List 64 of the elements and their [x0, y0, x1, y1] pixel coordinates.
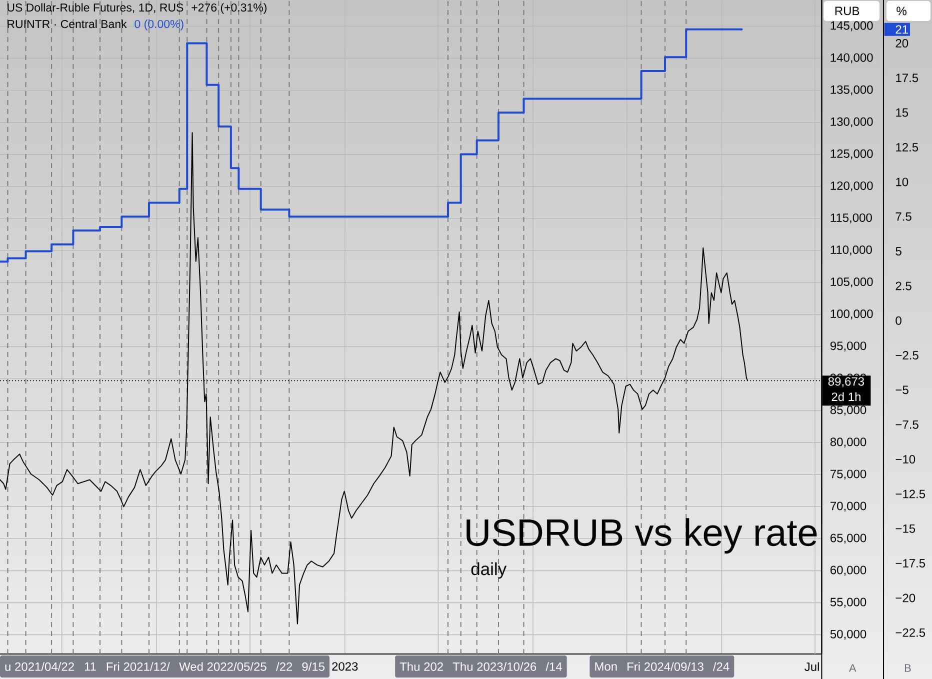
y-tick-label: 55,000 — [830, 598, 866, 608]
ref-line-label: Thu 2023/10/26 — [452, 662, 536, 671]
text: B — [905, 664, 911, 672]
y2-axis-title: % — [896, 6, 906, 16]
annotation: +276 (+0.31%) — [192, 3, 266, 14]
y2-tick-label: 10 — [896, 178, 908, 186]
ref-line-label: Fri 2024/09/13 — [628, 662, 704, 671]
y-tick-label: 95,000 — [830, 342, 866, 352]
ref-line-label: Thu 202 — [400, 662, 443, 671]
y2-tick-label: −22.5 — [896, 628, 926, 637]
y-tick-label: 50,000 — [830, 630, 866, 640]
y2-tick-label: 12.5 — [896, 143, 918, 152]
y2-tick-label: −10 — [896, 455, 916, 464]
y-tick-label: 70,000 — [830, 502, 866, 512]
x-tick-label: 2023 — [332, 662, 358, 671]
annotation: RUINTR · Central Bank — [8, 20, 127, 28]
y-tick-label: 140,000 — [830, 53, 873, 64]
y-tick-label: 120,000 — [830, 181, 873, 192]
y-tick-label: 105,000 — [830, 278, 873, 288]
y-tick-label: 60,000 — [830, 566, 866, 576]
ref-line-label: Fri 2021/12/ — [106, 662, 170, 671]
y-tick-label: 115,000 — [830, 213, 872, 224]
ref-line-label: /22 — [276, 662, 292, 671]
y2-tick-label: 20 — [896, 39, 908, 48]
y-tick-label: 80,000 — [830, 438, 866, 448]
y-tick-label: 130,000 — [830, 117, 873, 128]
y-tick-label: 110,000 — [830, 245, 872, 256]
y-axis-title: RUB — [835, 6, 860, 16]
y-tick-label: 75,000 — [830, 470, 866, 480]
ref-line-label: /14 — [546, 662, 562, 671]
y2-tick-label: 21 — [896, 25, 908, 34]
y-tick-label: 85,000 — [830, 406, 866, 416]
text: A — [848, 664, 856, 672]
y2-tick-label: −20 — [896, 594, 916, 602]
y2-tick-label: −15 — [896, 524, 916, 533]
ref-line-label: Mon — [595, 662, 617, 671]
y2-tick-label: 7.5 — [896, 212, 912, 221]
ref-line-label: Wed 2022/05/25 — [179, 662, 266, 671]
y-tick-label: 100,000 — [830, 310, 873, 320]
ref-line-label: /24 — [712, 662, 730, 671]
text: 2d 1h — [832, 392, 860, 402]
ref-line-label: 11 — [84, 662, 96, 671]
y2-tick-label: −7.5 — [896, 420, 918, 429]
ref-line-label: 89,673 — [828, 377, 864, 388]
x-tick-label: Jul — [804, 662, 819, 672]
y2-tick-label: 2.5 — [896, 282, 912, 290]
y2-tick-label: −12.5 — [896, 490, 926, 498]
text: daily — [471, 562, 507, 579]
annotation: US Dollar-Ruble Futures, 1D, RUS — [8, 3, 184, 13]
y2-tick-label: 17.5 — [896, 74, 918, 82]
y2-tick-label: 15 — [896, 108, 908, 117]
y-tick-label: 125,000 — [830, 149, 873, 160]
ref-line-label: u 2021/04/22 — [5, 662, 74, 671]
y-tick-label: 135,000 — [830, 85, 873, 96]
y2-tick-label: 5 — [896, 247, 902, 256]
y2-tick-label: 0 — [896, 316, 902, 325]
text: USDRUB vs key rate — [466, 518, 817, 554]
y2-tick-label: −5 — [896, 386, 908, 394]
ref-line-label: 9/15 — [302, 662, 325, 671]
y2-tick-label: −2.5 — [896, 351, 918, 360]
y2-tick-label: −17.5 — [896, 559, 926, 568]
y-tick-label: 65,000 — [830, 534, 866, 544]
y-tick-label: 145,000 — [830, 21, 873, 32]
annotation: 0 (0.00%) — [134, 20, 184, 30]
